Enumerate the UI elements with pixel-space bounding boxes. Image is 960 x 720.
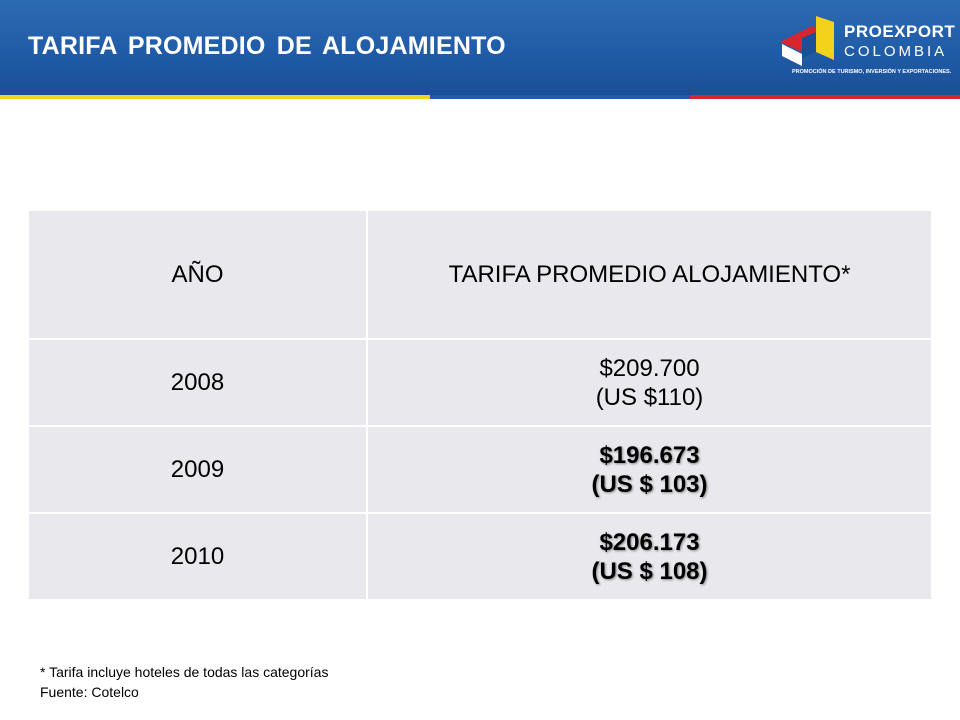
column-header: TARIFA PROMEDIO ALOJAMIENTO* bbox=[366, 209, 933, 340]
logo-country: COLOMBIA bbox=[844, 43, 948, 60]
rate-usd: (US $ 108) bbox=[591, 557, 708, 585]
table-row: 2009 $196.673 (US $ 103) bbox=[27, 425, 933, 514]
stripe bbox=[430, 95, 690, 99]
rate-cell: $206.173 (US $ 108) bbox=[366, 512, 933, 601]
rate-cell: $209.700 (US $110) bbox=[366, 338, 933, 427]
footnote: * Tarifa incluye hoteles de todas las ca… bbox=[40, 664, 329, 680]
year-cell: 2010 bbox=[27, 512, 368, 601]
rate-usd: (US $ 103) bbox=[591, 470, 708, 498]
logo-icon bbox=[780, 16, 834, 66]
notes: * Tarifa incluye hoteles de todas las ca… bbox=[40, 662, 328, 702]
rate-cell: $196.673 (US $ 103) bbox=[366, 425, 933, 514]
logo-name: PROEXPORT bbox=[844, 22, 956, 41]
rate-cop: $209.700 bbox=[599, 354, 700, 382]
stripe bbox=[0, 95, 430, 99]
rate-usd: (US $110) bbox=[595, 383, 704, 411]
column-header: AÑO bbox=[27, 209, 368, 340]
slide-title: TARIFA PROMEDIO DE ALOJAMIENTO bbox=[28, 32, 506, 60]
table-row: 2010 $206.173 (US $ 108) bbox=[27, 512, 933, 601]
stripe bbox=[690, 95, 960, 99]
logo: PROEXPORT COLOMBIA PROMOCIÓN DE TURISMO,… bbox=[772, 12, 955, 82]
table-row: 2008 $209.700 (US $110) bbox=[27, 338, 933, 427]
header-band: TARIFA PROMEDIO DE ALOJAMIENTO PROEXPORT… bbox=[0, 0, 960, 95]
year-cell: 2008 bbox=[27, 338, 368, 427]
rate-table: AÑO TARIFA PROMEDIO ALOJAMIENTO* 2008 $20… bbox=[27, 209, 933, 601]
rate-cop: $196.673 bbox=[599, 441, 700, 469]
source: Fuente: Cotelco bbox=[40, 684, 139, 700]
rate-cop: $206.173 bbox=[599, 528, 700, 556]
logo-tagline: PROMOCIÓN DE TURISMO, INVERSIÓN Y EXPORT… bbox=[792, 69, 952, 75]
year-cell: 2009 bbox=[27, 425, 368, 514]
